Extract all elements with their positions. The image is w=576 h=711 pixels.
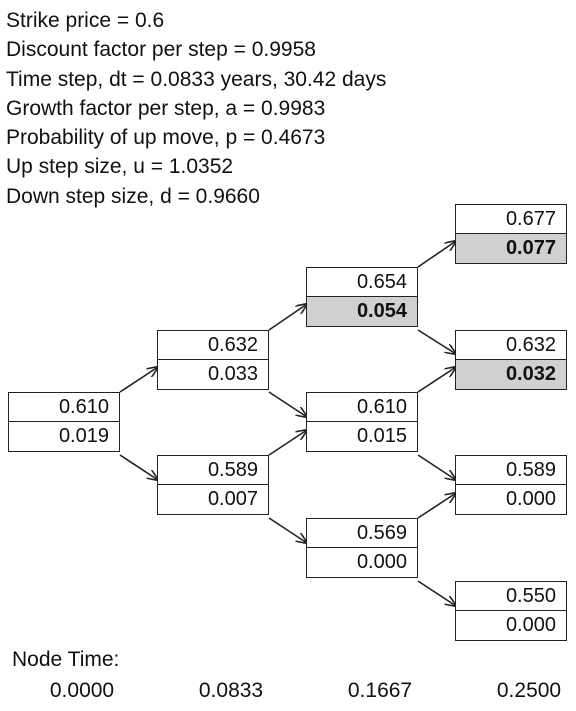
- tree-node-step3-ddd: 0.550 0.000: [455, 581, 567, 641]
- arrow-n22-n33: [417, 580, 456, 606]
- node-price: 0.569: [307, 519, 417, 548]
- arrow-n20-n31: [417, 329, 456, 354]
- node-price: 0.550: [456, 582, 566, 611]
- node-time-step3: 0.2500: [496, 679, 562, 702]
- arrow-n20-n30: [417, 241, 456, 268]
- tree-node-step1-up: 0.632 0.033: [157, 330, 269, 390]
- node-value: 0.000: [505, 488, 556, 510]
- node-price: 0.610: [307, 393, 417, 422]
- node-time-step0: 0.0000: [49, 679, 115, 702]
- node-time-step2: 0.1667: [347, 679, 413, 702]
- param-time-step: Time step, dt = 0.0833 years, 30.42 days: [6, 67, 387, 91]
- node-price: 0.632: [158, 331, 268, 360]
- param-probability-up: Probability of up move, p = 0.4673: [6, 126, 326, 150]
- node-value: 0.019: [58, 425, 109, 447]
- arrow-n00-n10: [119, 367, 158, 393]
- arrow-n11-n22: [268, 517, 307, 543]
- node-value: 0.033: [207, 363, 258, 385]
- node-time-label: Node Time:: [12, 648, 120, 671]
- arrow-n21-n32: [417, 454, 456, 480]
- arrow-n11-n21: [268, 430, 307, 456]
- arrow-n10-n21: [268, 391, 307, 417]
- param-discount-factor: Discount factor per step = 0.9958: [6, 38, 316, 62]
- node-value: 0.007: [207, 488, 258, 510]
- tree-node-step1-down: 0.589 0.007: [157, 455, 269, 515]
- tree-node-step2-uu: 0.654 0.054: [306, 267, 418, 327]
- tree-node-step2-ud: 0.610 0.015: [306, 392, 418, 452]
- arrow-n10-n20: [268, 304, 307, 331]
- tree-node-step3-uuu: 0.677 0.077: [455, 204, 567, 264]
- node-value: 0.015: [356, 425, 407, 447]
- tree-node-step3-udd: 0.589 0.000: [455, 455, 567, 515]
- arrow-n21-n31: [417, 367, 456, 393]
- tree-node-step2-dd: 0.569 0.000: [306, 518, 418, 578]
- node-value-highlighted: 0.032: [456, 360, 566, 389]
- param-up-step: Up step size, u = 1.0352: [6, 155, 234, 179]
- node-value-highlighted: 0.077: [456, 234, 566, 263]
- arrow-n22-n32: [417, 493, 456, 519]
- node-value: 0.000: [356, 551, 407, 573]
- param-down-step: Down step size, d = 0.9660: [6, 184, 260, 208]
- tree-node-step3-uud: 0.632 0.032: [455, 330, 567, 390]
- node-value: 0.000: [505, 614, 556, 636]
- node-value-highlighted: 0.054: [307, 297, 417, 326]
- node-price: 0.589: [158, 456, 268, 485]
- param-strike-price: Strike price = 0.6: [6, 9, 165, 32]
- tree-node-step0: 0.610 0.019: [8, 392, 120, 452]
- node-price: 0.654: [307, 268, 417, 297]
- node-time-step1: 0.0833: [198, 679, 264, 702]
- node-price: 0.677: [456, 205, 566, 234]
- node-price: 0.589: [456, 456, 566, 485]
- param-growth-factor: Growth factor per step, a = 0.9983: [6, 96, 326, 120]
- arrow-n00-n11: [119, 454, 158, 480]
- node-price: 0.632: [456, 331, 566, 360]
- node-price: 0.610: [9, 393, 119, 422]
- parameter-list: Strike price = 0.6 Discount factor per s…: [6, 6, 386, 211]
